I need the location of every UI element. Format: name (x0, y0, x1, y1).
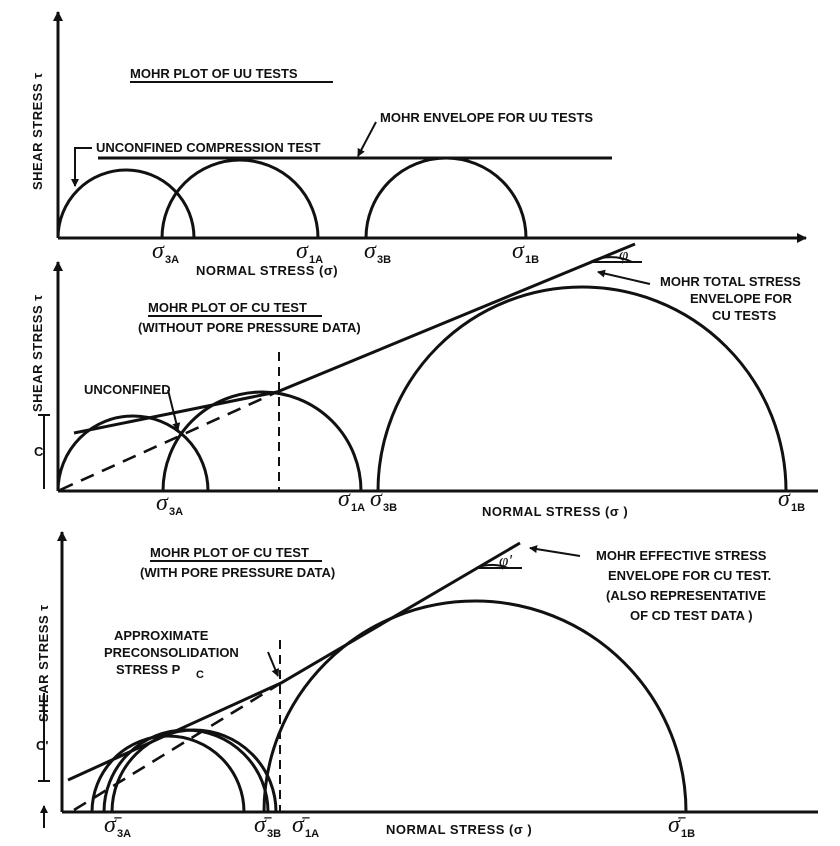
p2-tick-sigma1a: σ 1A (338, 486, 365, 514)
svg-text:1A: 1A (309, 254, 323, 266)
svg-text:1B: 1B (791, 502, 805, 514)
svg-text:1B: 1B (681, 828, 695, 840)
p2-c-label: C (34, 444, 44, 459)
p3-envelope-label-2: ENVELOPE FOR CU TEST. (608, 568, 771, 583)
p3-envelope-label-3: (ALSO REPRESENTATIVE (606, 588, 766, 603)
p3-tick-sigma1a: σ̄ 1A (292, 812, 319, 840)
p3-phi-label: φ' (499, 551, 512, 570)
p2-x-axis-label: NORMAL STRESS (σ ) (482, 504, 628, 519)
p2-tick-sigma1b: σ 1B (778, 486, 805, 514)
panel-cu-effective: SHEAR STRESS τ MOHR PLOT OF CU TEST (WIT… (36, 531, 818, 840)
p3-subtitle: (WITH PORE PRESSURE DATA) (140, 565, 335, 580)
p3-precon-label-3: STRESS P (116, 662, 181, 677)
p1-unconfined-leader (71, 147, 92, 187)
panel-uu: SHEAR STRESS τ MOHR PLOT OF UU TESTS UNC… (30, 11, 807, 278)
p1-y-axis-label: SHEAR STRESS τ (30, 72, 45, 190)
p2-y-axis-label: SHEAR STRESS τ (30, 294, 45, 412)
svg-text:3A: 3A (165, 254, 179, 266)
p1-envelope-label: MOHR ENVELOPE FOR UU TESTS (380, 110, 593, 125)
p2-dashed-line (59, 390, 278, 492)
p3-x-axis-label: NORMAL STRESS (σ ) (386, 822, 532, 837)
p2-envelope-label-3: CU TESTS (712, 308, 777, 323)
p1-circle-a (160, 158, 320, 239)
svg-text:3B: 3B (383, 502, 397, 514)
p3-tick-sigma3b: σ̄ 3B (254, 812, 281, 840)
svg-text:σ: σ (512, 238, 525, 264)
p2-envelope-label-1: MOHR TOTAL STRESS (660, 274, 801, 289)
svg-text:3A: 3A (117, 828, 131, 840)
svg-text:σ: σ (364, 238, 377, 264)
p1-tick-sigma3b: σ 3B (364, 238, 391, 266)
p2-title: MOHR PLOT OF CU TEST (148, 300, 307, 315)
p2-subtitle: (WITHOUT PORE PRESSURE DATA) (138, 320, 361, 335)
p1-tick-sigma3a: σ 3A (152, 238, 179, 266)
p1-x-axis-label: NORMAL STRESS (σ) (196, 263, 338, 278)
p3-y-axis-label: SHEAR STRESS τ (36, 604, 51, 722)
p2-unconfined-label: UNCONFINED (84, 382, 171, 397)
p3-envelope-leader (529, 545, 581, 557)
svg-text:σ: σ (152, 238, 165, 264)
p2-phi-arc (589, 256, 633, 263)
p3-envelope-label-1: MOHR EFFECTIVE STRESS (596, 548, 767, 563)
p3-title: MOHR PLOT OF CU TEST (150, 545, 309, 560)
p3-precon-subscript: C (196, 669, 204, 681)
p1-unconfined-label: UNCONFINED COMPRESSION TEST (96, 140, 321, 155)
p1-circle-b (364, 156, 528, 239)
p1-tick-sigma1a: σ 1A (296, 238, 323, 266)
p3-tick-sigma3a: σ̄ 3A (104, 812, 131, 840)
p2-circle-a (161, 390, 363, 492)
p1-envelope-leader (357, 121, 377, 157)
p2-tick-sigma3a: σ 3A (156, 490, 183, 518)
panel-cu-total: SHEAR STRESS τ MOHR PLOT OF CU TEST (WIT… (30, 242, 818, 519)
p2-unconfined-leader (167, 389, 181, 431)
p3-precon-label-2: PRECONSOLIDATION (104, 645, 239, 660)
p2-tick-sigma3b: σ 3B (370, 486, 397, 514)
svg-text:σ: σ (370, 486, 383, 512)
p1-title: MOHR PLOT OF UU TESTS (130, 66, 298, 81)
svg-text:1A: 1A (305, 828, 319, 840)
svg-text:1B: 1B (525, 254, 539, 266)
svg-text:σ: σ (778, 486, 791, 512)
p3-c-label: C' (36, 738, 48, 753)
p3-precon-label-1: APPROXIMATE (114, 628, 209, 643)
p3-tick-sigma1b: σ̄ 1B (668, 812, 695, 840)
p3-precon-leader (267, 651, 279, 677)
svg-text:σ: σ (156, 490, 169, 516)
svg-text:3B: 3B (267, 828, 281, 840)
p2-envelope-line (73, 242, 636, 435)
svg-text:σ: σ (338, 486, 351, 512)
p2-phi-label: φ (619, 245, 628, 264)
p2-circle-b (376, 285, 788, 492)
svg-text:3B: 3B (377, 254, 391, 266)
p2-envelope-label-2: ENVELOPE FOR (690, 291, 792, 306)
p2-circle-unconfined (56, 414, 210, 492)
p1-circle-unconfined (56, 168, 196, 239)
svg-text:σ: σ (296, 238, 309, 264)
p2-envelope-leader (597, 269, 651, 285)
p3-envelope-label-4: OF CD TEST DATA ) (630, 608, 753, 623)
svg-text:3A: 3A (169, 506, 183, 518)
p3-dashed-line (73, 681, 282, 812)
p3-circle-large (262, 599, 688, 813)
p1-tick-sigma1b: σ 1B (512, 238, 539, 266)
svg-text:1A: 1A (351, 502, 365, 514)
